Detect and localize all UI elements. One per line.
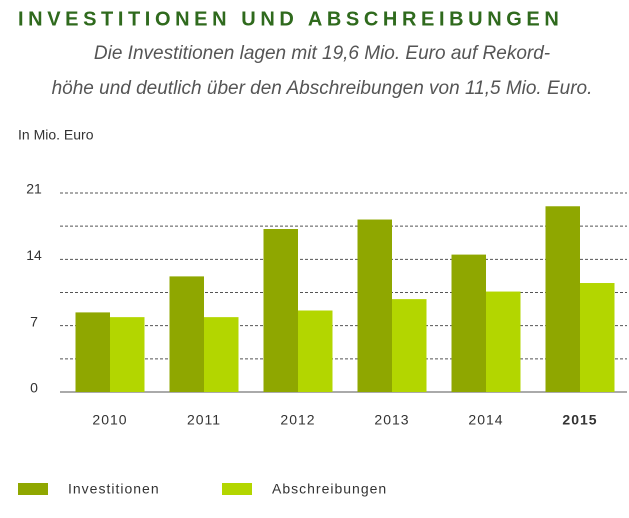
bar	[392, 299, 427, 392]
legend-label: Abschreibungen	[272, 481, 387, 497]
x-tick-label: 2015	[562, 412, 597, 428]
x-tick-label: 2012	[280, 412, 315, 428]
chart-subtitle: höhe und deutlich über den Abschreibunge…	[52, 78, 593, 99]
y-tick-label: 0	[30, 380, 38, 396]
bar	[545, 206, 580, 392]
chart-title: INVESTITIONEN UND ABSCHREIBUNGEN	[18, 8, 563, 30]
bar	[486, 291, 521, 392]
x-tick-label: 2014	[468, 412, 503, 428]
bar	[110, 317, 145, 392]
bar	[204, 317, 239, 392]
bar	[169, 276, 204, 392]
bar	[357, 219, 392, 392]
legend-label: Investitionen	[68, 481, 160, 497]
legend-swatch	[18, 483, 48, 495]
bar	[451, 254, 486, 392]
y-tick-label: 21	[26, 181, 42, 197]
y-tick-label: 7	[30, 313, 38, 329]
bar	[298, 310, 333, 392]
y-axis-label: In Mio. Euro	[18, 127, 94, 143]
bar	[75, 312, 110, 392]
legend-swatch	[222, 483, 252, 495]
chart-subtitle: Die Investitionen lagen mit 19,6 Mio. Eu…	[94, 43, 550, 64]
x-tick-label: 2010	[92, 412, 127, 428]
x-tick-label: 2011	[187, 412, 221, 428]
bar	[263, 229, 298, 392]
x-tick-label: 2013	[374, 412, 409, 428]
y-tick-label: 14	[26, 247, 42, 263]
bar	[580, 283, 615, 392]
